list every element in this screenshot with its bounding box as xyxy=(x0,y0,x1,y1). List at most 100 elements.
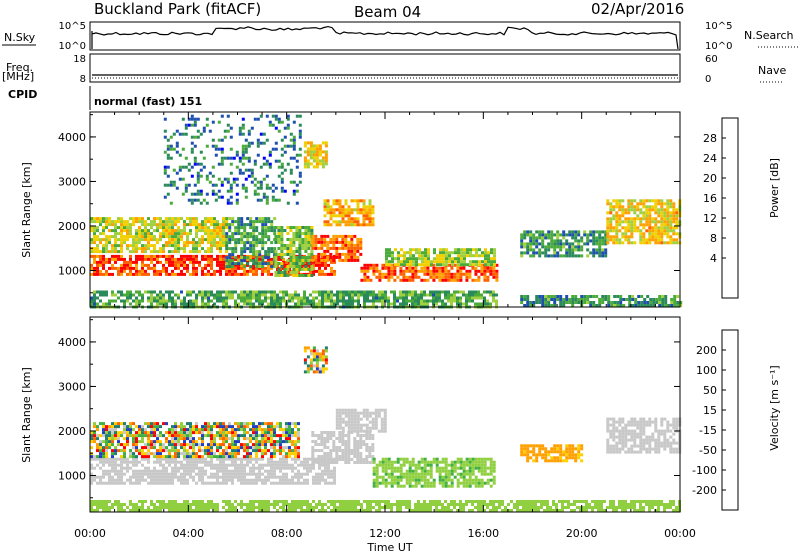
heatmap-cell xyxy=(126,469,129,473)
heatmap-cell xyxy=(520,236,524,240)
heatmap-cell xyxy=(249,235,253,239)
heatmap-cell xyxy=(295,268,299,271)
heatmap-cell xyxy=(120,449,123,453)
heatmap-cell xyxy=(265,114,269,118)
heatmap-cell xyxy=(261,244,265,248)
heatmap-cell xyxy=(426,278,430,282)
heatmap-cell xyxy=(141,217,144,221)
heatmap-cell xyxy=(550,304,554,307)
heatmap-cell xyxy=(356,443,360,446)
heatmap-cell xyxy=(625,298,629,301)
heatmap-cell xyxy=(294,452,297,456)
heatmap-cell xyxy=(240,253,244,257)
heatmap-cell xyxy=(478,260,481,264)
heatmap-cell xyxy=(244,138,248,142)
heatmap-cell xyxy=(298,268,302,271)
heatmap-cell xyxy=(126,244,129,248)
heatmap-cell xyxy=(123,241,126,245)
heatmap-cell xyxy=(306,466,309,470)
heatmap-cell xyxy=(195,428,198,432)
heatmap-cell xyxy=(168,457,171,461)
heatmap-cell xyxy=(159,226,162,230)
heatmap-cell xyxy=(598,251,602,255)
heatmap-cell xyxy=(495,272,499,276)
heatmap-cell xyxy=(220,195,224,199)
heatmap-cell xyxy=(433,257,436,261)
heatmap-cell xyxy=(429,299,432,303)
heatmap-cell xyxy=(615,217,619,221)
heatmap-cell xyxy=(420,299,423,303)
heatmap-cell xyxy=(225,466,228,470)
heatmap-cell xyxy=(156,449,159,453)
heatmap-cell xyxy=(96,296,99,300)
heatmap-cell xyxy=(651,226,655,230)
heatmap-cell xyxy=(207,463,210,467)
heatmap-cell xyxy=(126,226,129,230)
heatmap-cell xyxy=(159,238,162,242)
heatmap-cell xyxy=(192,244,195,248)
heatmap-cell xyxy=(165,257,168,261)
heatmap-cell xyxy=(654,235,658,239)
heatmap-cell xyxy=(265,159,269,163)
heatmap-cell xyxy=(186,290,189,294)
heatmap-cell xyxy=(129,229,132,233)
heatmap-cell xyxy=(630,199,634,203)
heatmap-cell xyxy=(595,239,599,243)
heatmap-cell xyxy=(186,466,189,470)
heatmap-cell xyxy=(477,293,480,297)
heatmap-cell xyxy=(666,202,670,206)
heatmap-cell xyxy=(264,226,268,230)
heatmap-cell xyxy=(264,463,267,467)
heatmap-cell xyxy=(274,147,278,151)
heatmap-cell xyxy=(135,299,138,303)
heatmap-cell xyxy=(168,299,171,303)
heatmap-cell xyxy=(489,272,493,276)
heatmap-cell xyxy=(256,180,260,184)
heatmap-cell xyxy=(213,455,216,459)
heatmap-cell xyxy=(371,443,375,446)
heatmap-cell xyxy=(258,466,261,470)
heatmap-cell xyxy=(341,237,345,241)
heatmap-cell xyxy=(240,250,244,254)
heatmap-cell xyxy=(598,254,602,258)
heatmap-cell xyxy=(99,440,102,444)
heatmap-cell xyxy=(267,247,271,251)
heatmap-cell xyxy=(628,298,632,301)
heatmap-cell xyxy=(297,428,300,432)
heatmap-cell xyxy=(147,254,150,258)
heatmap-cell xyxy=(168,250,171,254)
heatmap-cell xyxy=(207,269,210,273)
heatmap-cell xyxy=(393,296,396,300)
heatmap-cell xyxy=(675,238,679,242)
heatmap-cell xyxy=(289,180,293,184)
nsky-right-tick-top: 10^5 xyxy=(705,21,732,32)
heatmap-cell xyxy=(639,235,643,239)
heatmap-cell xyxy=(174,272,177,276)
heatmap-cell xyxy=(663,226,667,230)
heatmap-cell xyxy=(198,466,201,470)
heatmap-cell xyxy=(550,245,554,249)
heatmap-cell xyxy=(606,223,610,227)
heatmap-cell xyxy=(669,205,673,209)
heatmap-cell xyxy=(273,440,276,444)
heatmap-cell xyxy=(326,437,330,440)
heatmap-cell xyxy=(153,460,156,464)
heatmap-cell xyxy=(285,475,288,479)
heatmap-cell xyxy=(474,278,478,282)
heatmap-cell xyxy=(207,422,210,426)
heatmap-cell xyxy=(288,481,291,485)
heatmap-cell xyxy=(365,443,369,446)
heatmap-cell xyxy=(326,458,330,461)
heatmap-cell xyxy=(282,446,285,450)
heatmap-cell xyxy=(457,257,460,261)
heatmap-cell xyxy=(627,223,631,227)
heatmap-cell xyxy=(417,269,421,273)
heatmap-cell xyxy=(279,443,282,447)
heatmap-cell xyxy=(589,251,593,255)
heatmap-cell xyxy=(222,263,225,267)
heatmap-cell xyxy=(301,226,305,229)
heatmap-cell xyxy=(297,449,300,453)
heatmap-cell xyxy=(213,434,216,438)
heatmap-cell xyxy=(344,237,348,241)
heatmap-cell xyxy=(141,469,144,473)
